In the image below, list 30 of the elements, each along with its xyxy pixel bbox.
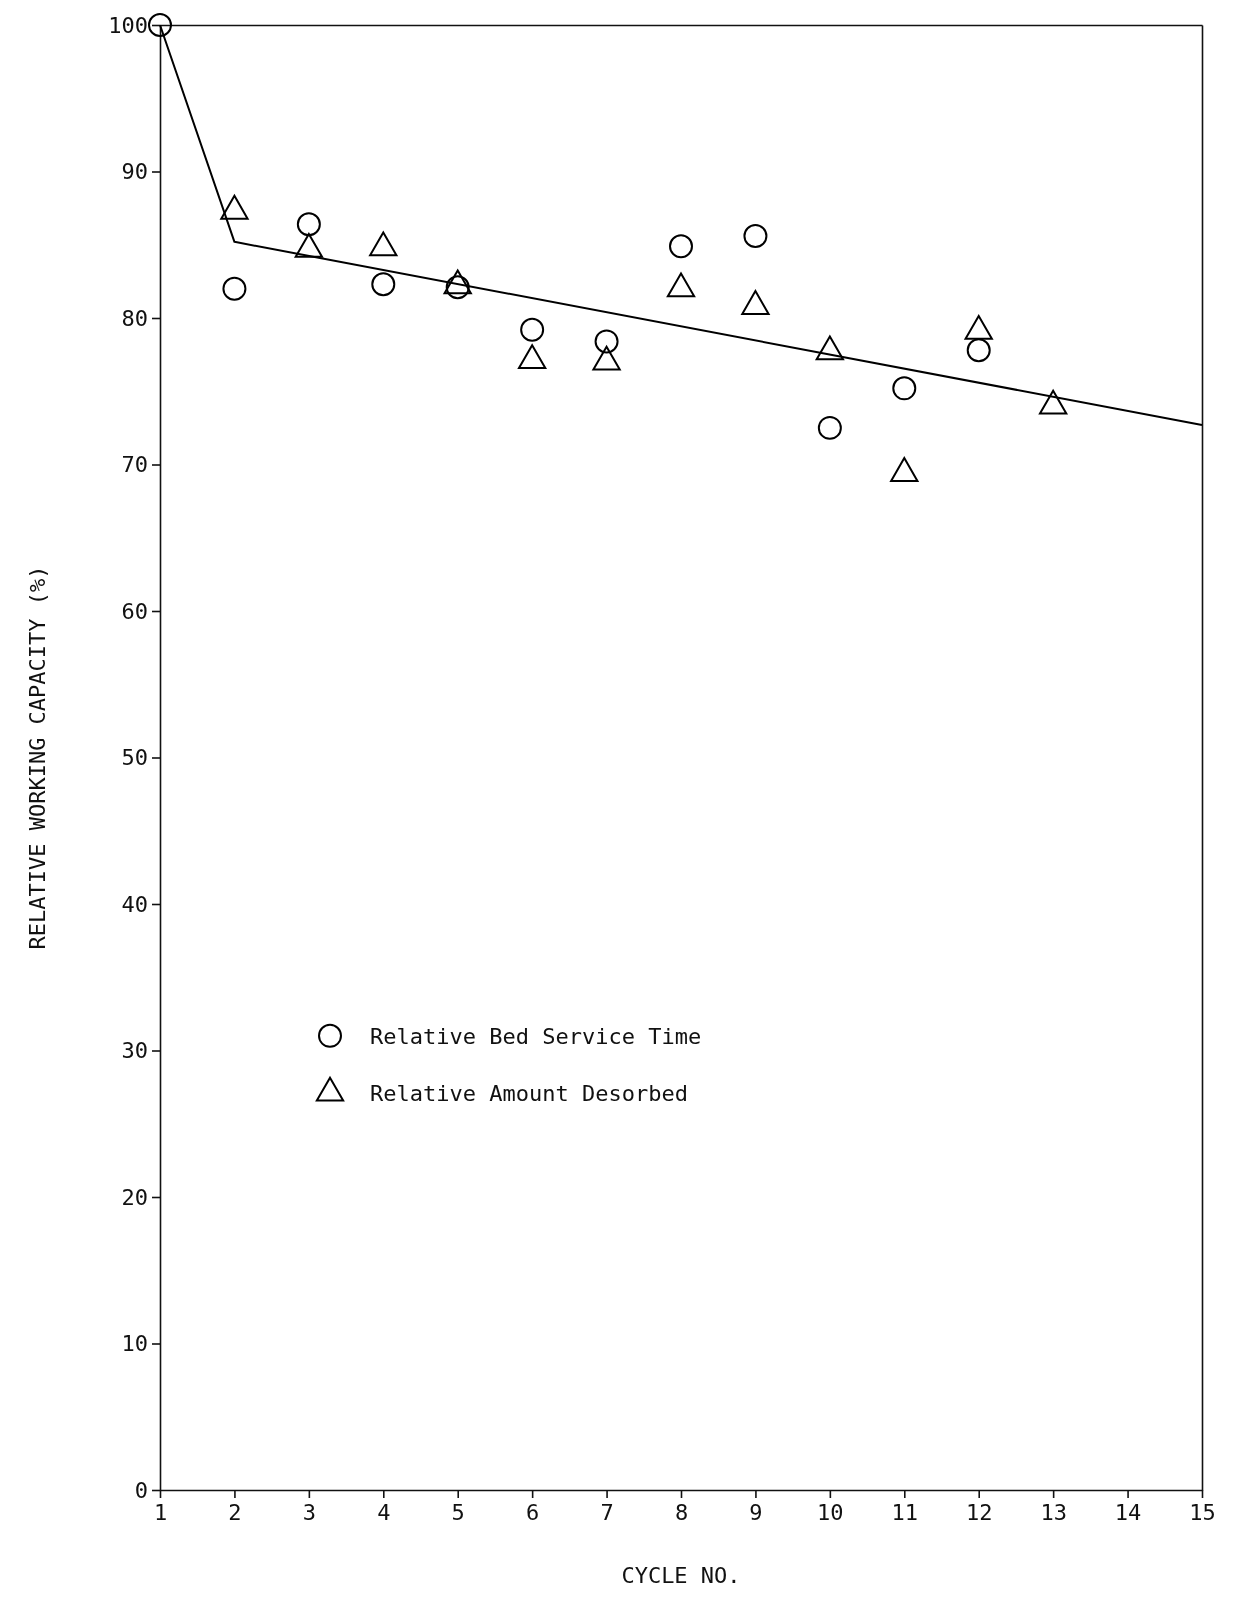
x-tick-label: 4 [377,1499,391,1525]
y-tick-label: 60 [121,598,148,624]
x-tick-label: 7 [600,1499,614,1525]
y-tick-label: 30 [121,1038,148,1064]
legend-label: Relative Amount Desorbed [370,1080,688,1106]
y-tick-label: 80 [121,305,148,331]
x-tick-label: 13 [1040,1499,1067,1525]
y-tick-label: 0 [134,1477,148,1503]
x-tick-label: 14 [1114,1499,1142,1525]
y-tick-label: 90 [121,159,148,185]
x-tick-label: 8 [674,1499,689,1525]
y-tick-label: 20 [121,1184,148,1210]
x-tick-label: 12 [965,1499,993,1525]
y-tick-label: 50 [121,745,148,771]
x-tick-label: 1 [153,1499,168,1525]
y-tick-label: 40 [121,891,148,917]
x-tick-label: 2 [228,1499,242,1525]
x-axis-title: CYCLE NO. [621,1563,741,1588]
y-axis-title: RELATIVE WORKING CAPACITY (%) [25,565,50,950]
x-tick-label: 6 [526,1499,540,1525]
x-tick-label: 3 [302,1499,316,1525]
x-tick-label: 9 [749,1499,763,1525]
x-tick-label: 5 [451,1499,465,1525]
x-tick-label: 15 [1189,1499,1216,1525]
y-tick-label: 10 [121,1331,148,1357]
y-tick-label: 70 [121,452,148,478]
legend-label: Relative Bed Service Time [370,1023,702,1049]
x-tick-label: 11 [891,1499,919,1525]
y-tick-label: 100 [108,12,148,38]
x-tick-label: 10 [817,1499,844,1525]
